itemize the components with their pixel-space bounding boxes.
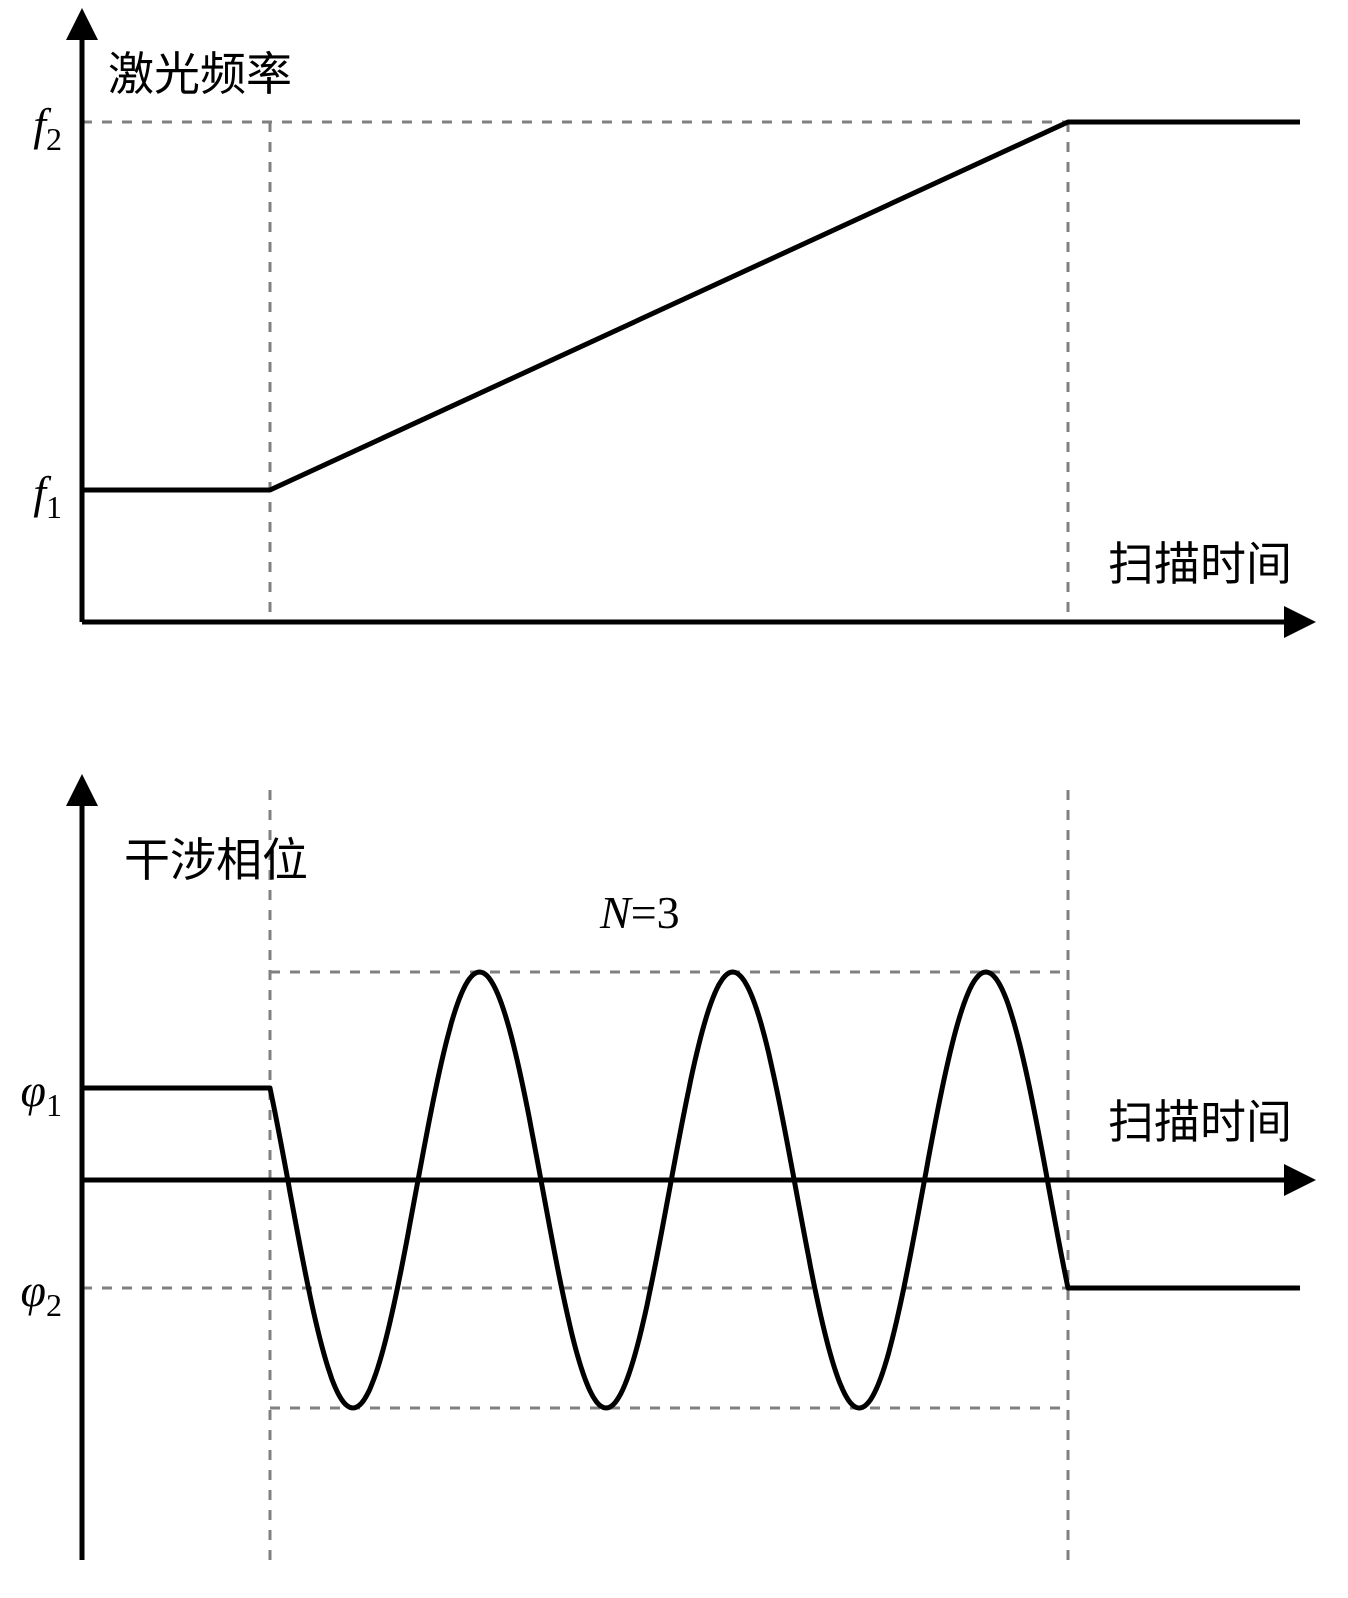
top-x-axis-arrow bbox=[1284, 606, 1316, 638]
bottom-x-axis-label: 扫描时间 bbox=[1108, 1097, 1292, 1148]
frequency-ramp-curve bbox=[82, 122, 1300, 490]
interference-wave-curve bbox=[82, 972, 1300, 1408]
bottom-y-axis-label: 干涉相位 bbox=[124, 835, 308, 886]
bottom-y-axis-arrow bbox=[66, 774, 98, 806]
annotation-N: N=3 bbox=[599, 887, 680, 938]
tick-f2: f2 bbox=[33, 99, 62, 157]
tick-phi2: φ2 bbox=[21, 1265, 62, 1323]
bottom-x-axis-arrow bbox=[1284, 1164, 1316, 1196]
tick-f1: f1 bbox=[33, 467, 62, 525]
tick-phi1: φ1 bbox=[21, 1065, 62, 1123]
top-x-axis-label: 扫描时间 bbox=[1108, 539, 1292, 590]
top-y-axis-label: 激光频率 bbox=[108, 49, 292, 100]
top-y-axis-arrow bbox=[66, 8, 98, 40]
